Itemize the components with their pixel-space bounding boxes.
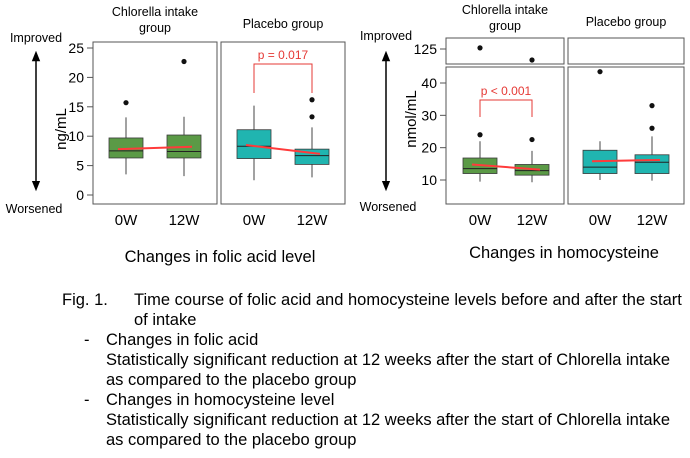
hcy-g1-box1-outlier — [649, 125, 655, 131]
hcy-significance-label: p < 0.001 — [481, 84, 532, 98]
caption-item-heading: Changes in homocysteine level — [106, 391, 335, 409]
hcy-x-0w-placebo: 0W — [589, 212, 612, 229]
folic-g1-box1-outlier — [309, 114, 315, 120]
homocysteine-chart-title: Changes in homocysteine — [469, 244, 659, 262]
folic-y-tick-label: 5 — [76, 158, 84, 174]
hcy-x-12w-chlorella: 12W — [517, 212, 549, 229]
folic-y-tick-label: 15 — [68, 99, 84, 115]
figure-caption: Fig. 1. Time course of folic acid and ho… — [62, 290, 682, 450]
folic-chlorella-panel — [92, 41, 218, 205]
hcy-placebo-upper-panel — [567, 37, 685, 65]
hcy-y-tick-label: 10 — [421, 172, 437, 188]
homocysteine-plot-area: p < 0.001 — [462, 45, 670, 183]
worsened-label: Worsened — [6, 202, 63, 216]
folic-x-12w-placebo: 12W — [297, 212, 329, 229]
caption-item-dash: - — [84, 391, 90, 409]
caption-item-homocysteine: - Changes in homocysteine level Statisti… — [62, 390, 682, 450]
improved-label-right: Improved — [360, 29, 412, 43]
hcy-g1-box1-box — [634, 154, 670, 174]
hcy-g1-box0-outlier — [597, 69, 603, 75]
folic-y-axis-label: ng/mL — [53, 108, 70, 150]
folic-placebo-header: Placebo group — [243, 17, 324, 31]
folic-x-0w-placebo: 0W — [243, 212, 266, 229]
hcy-chlorella-header-line1: Chlorella intake — [462, 3, 548, 17]
hcy-y-tick-label-upper: 125 — [414, 41, 438, 57]
hcy-g0-box1-outlier — [529, 136, 535, 143]
improved-label: Improved — [10, 31, 62, 45]
hcy-significance-bracket — [479, 99, 533, 117]
folic-y-tick-label: 20 — [68, 69, 84, 85]
hcy-placebo-header: Placebo group — [586, 15, 667, 29]
folic-y-tick-label: 0 — [76, 187, 84, 203]
folic-g1-box1-outlier — [309, 97, 315, 103]
hcy-chlorella-upper-panel — [445, 37, 565, 65]
folic-significance-label: p = 0.017 — [258, 48, 309, 62]
folic-g1-box0-box — [236, 129, 272, 159]
folic-y-ticks: 0 5 10 15 20 25 — [68, 40, 93, 203]
hcy-g0-box0-outlier — [477, 45, 483, 51]
folic-g0-box0-outlier — [123, 100, 129, 106]
hcy-g1-box1-outlier — [649, 103, 655, 109]
homocysteine-y-axis-label: nmol/mL — [403, 90, 420, 148]
folic-x-12w-chlorella: 12W — [169, 212, 201, 229]
folic-placebo-panel — [220, 41, 346, 205]
hcy-x-12w-placebo: 12W — [637, 212, 669, 229]
hcy-y-tick-label: 40 — [421, 75, 437, 91]
homocysteine-y-ticks: 10 20 30 40 125 — [414, 41, 446, 188]
caption-item-text: Statistically significant reduction at 1… — [106, 351, 671, 389]
folic-g0-mean-line — [117, 145, 193, 151]
folic-significance-bracket — [253, 63, 313, 93]
hcy-y-tick-label: 20 — [421, 140, 437, 156]
hcy-placebo-lower-panel — [567, 66, 685, 205]
folic-acid-chart: Improved Worsened ng/mL 0 5 10 15 20 25 Chlor… — [6, 5, 346, 266]
folic-g1-mean-line — [245, 144, 321, 155]
caption-title-row: Fig. 1. Time course of folic acid and ho… — [62, 290, 682, 330]
hcy-g0-box1-outlier — [529, 57, 535, 63]
hcy-g0-mean-line — [471, 163, 541, 171]
figure-canvas: Improved Worsened ng/mL 0 5 10 15 20 25 Chlor… — [6, 3, 685, 266]
hcy-y-tick-label: 30 — [421, 107, 437, 123]
folic-chlorella-header-line1: Chlorella intake — [112, 5, 198, 19]
folic-plot-area: p = 0.017 — [108, 48, 330, 181]
caption-item-text: Statistically significant reduction at 1… — [106, 411, 671, 449]
hcy-x-0w-chlorella: 0W — [469, 212, 492, 229]
folic-y-tick-label: 25 — [68, 40, 84, 56]
caption-item-heading: Changes in folic acid — [106, 331, 259, 349]
worsened-label-right: Worsened — [360, 200, 417, 214]
caption-item-dash: - — [84, 331, 90, 349]
hcy-g1-mean-line — [591, 158, 661, 163]
homocysteine-chart: Improved Worsened nmol/mL 10 20 30 40 125 Ch… — [360, 3, 685, 262]
hcy-chlorella-lower-panel — [445, 66, 565, 205]
folic-y-tick-label: 10 — [68, 128, 84, 144]
hcy-g0-box0-outlier — [477, 132, 483, 138]
folic-g1-box1-box — [294, 148, 330, 165]
folic-x-0w-chlorella: 0W — [115, 212, 138, 229]
folic-chart-title: Changes in folic acid level — [125, 248, 316, 266]
folic-g0-box1-outlier — [181, 58, 187, 65]
folic-chlorella-header-line2: group — [139, 21, 171, 35]
caption-item-folic: - Changes in folic acid Statistically si… — [62, 330, 682, 390]
caption-number: Fig. 1. — [62, 291, 108, 309]
caption-title: Time course of folic acid and homocystei… — [134, 291, 682, 329]
hcy-chlorella-header-line2: group — [489, 19, 521, 33]
